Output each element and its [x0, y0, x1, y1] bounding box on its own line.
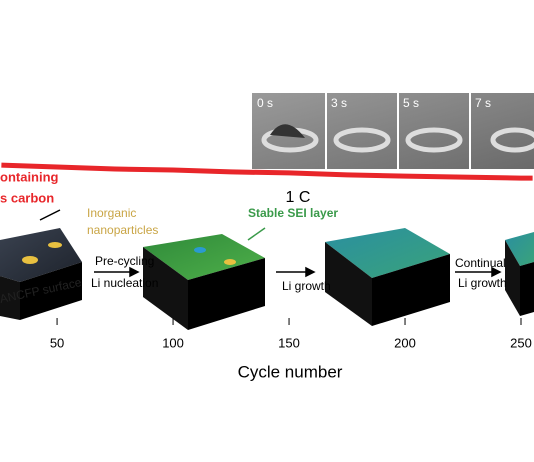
block-top	[505, 232, 534, 266]
rate-label: 1 C	[286, 189, 311, 206]
inset-photos: 0 s 3 s 5 s 7 s	[252, 93, 534, 169]
annotation: Continual	[455, 256, 506, 270]
annotation: nanoparticles	[87, 223, 158, 237]
arrows	[39, 209, 502, 278]
block-top	[0, 228, 82, 282]
photo-label: 5 s	[403, 96, 419, 110]
block-top	[325, 228, 450, 278]
photo-label: 3 s	[331, 96, 347, 110]
data-line	[1, 162, 533, 181]
x-tick-label: 250	[510, 335, 532, 350]
x-tick-label: 200	[394, 335, 416, 350]
annotation: Stable SEI layer	[248, 206, 338, 220]
annotation: s carbon	[0, 190, 54, 205]
x-tick-label: 100	[162, 335, 184, 350]
annotation: Inorganic	[87, 206, 136, 220]
block-top	[143, 234, 265, 280]
annotation: ontaining	[0, 169, 59, 184]
annotation: Li growth	[458, 276, 507, 290]
x-axis-label: Cycle number	[238, 362, 343, 381]
schematic-blocks	[0, 228, 534, 330]
x-tick-label: 50	[50, 335, 64, 350]
photo-label: 7 s	[475, 96, 491, 110]
annotation: Li nucleation	[91, 276, 158, 290]
annotation: Pre-cycling	[95, 254, 154, 268]
x-tick-label: 150	[278, 335, 300, 350]
photo-label: 0 s	[257, 96, 273, 110]
annotation: Li growth	[282, 279, 331, 293]
